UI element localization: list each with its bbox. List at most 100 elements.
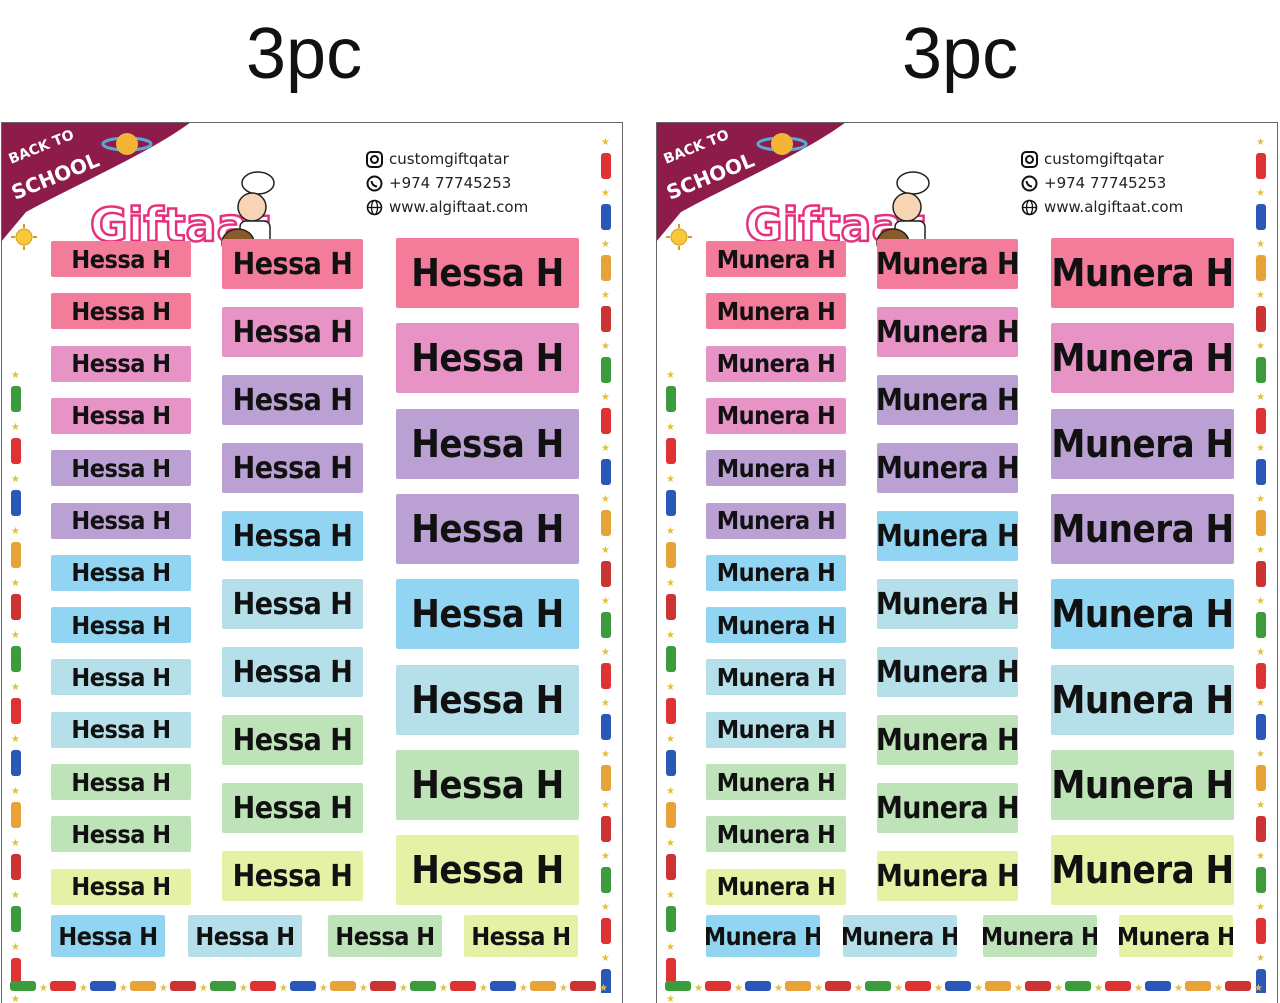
svg-text:★: ★ xyxy=(734,983,743,994)
svg-text:★: ★ xyxy=(601,545,610,556)
svg-text:★: ★ xyxy=(519,983,528,994)
name-label-large: Munera H xyxy=(1051,408,1234,479)
name-label-medium: Munera H xyxy=(877,307,1018,357)
name-label-small: Munera H xyxy=(706,607,846,644)
name-label-medium: Hessa H xyxy=(222,239,363,289)
name-label-large: Munera H xyxy=(1051,749,1234,820)
svg-text:★: ★ xyxy=(11,474,20,485)
svg-text:★: ★ xyxy=(1256,290,1265,301)
name-label-small: Munera H xyxy=(706,293,846,330)
crayon-border-bottom: ★ ★ ★ ★ ★ ★ ★ ★ ★ ★ ★ ★ ★ ★ ★ xyxy=(10,981,608,994)
name-label-small: Munera H xyxy=(706,397,846,434)
name-label-large: Hessa H xyxy=(396,493,579,564)
svg-text:★: ★ xyxy=(601,851,610,862)
name-label-medium: Hessa H xyxy=(222,511,363,561)
svg-text:★: ★ xyxy=(119,983,128,994)
instagram-icon xyxy=(1021,150,1038,168)
svg-text:★: ★ xyxy=(11,370,20,381)
name-label-medium: Munera H xyxy=(877,443,1018,493)
name-label-small: Hessa H xyxy=(51,711,191,748)
svg-text:★: ★ xyxy=(1256,953,1265,964)
svg-text:★: ★ xyxy=(1256,239,1265,250)
svg-text:★: ★ xyxy=(11,994,20,1003)
name-label-bottom: Munera H xyxy=(983,915,1097,957)
svg-text:★: ★ xyxy=(666,890,675,901)
name-label-medium: Hessa H xyxy=(222,375,363,425)
svg-text:★: ★ xyxy=(601,953,610,964)
name-label-large: Hessa H xyxy=(396,323,579,394)
svg-text:★: ★ xyxy=(601,698,610,709)
name-label-bottom: Munera H xyxy=(706,915,820,957)
website-url: www.algiftaat.com xyxy=(1044,198,1184,216)
name-label-small: Hessa H xyxy=(51,450,191,487)
crayon-border-left: ★ ★ ★ ★ ★ ★ ★ ★ ★ ★ ★ ★ ★ xyxy=(11,370,21,1003)
name-label-bottom: Munera H xyxy=(843,915,957,957)
sheet-quantity: 3pc xyxy=(246,14,363,94)
svg-text:★: ★ xyxy=(666,370,675,381)
name-label-small: Hessa H xyxy=(51,241,191,277)
sun-icon xyxy=(11,224,37,250)
name-label-medium: Hessa H xyxy=(222,851,363,901)
svg-text:★: ★ xyxy=(1014,983,1023,994)
name-label-large: Munera H xyxy=(1051,835,1234,906)
svg-text:★: ★ xyxy=(1256,749,1265,760)
name-label-large: Munera H xyxy=(1051,493,1234,564)
svg-text:★: ★ xyxy=(199,983,208,994)
svg-text:★: ★ xyxy=(601,188,610,199)
globe-icon xyxy=(366,199,383,215)
svg-text:★: ★ xyxy=(601,647,610,658)
name-label-bottom: Hessa H xyxy=(328,915,442,957)
name-label-medium: Munera H xyxy=(877,511,1018,561)
crayon-border-bottom: ★ ★ ★ ★ ★ ★ ★ ★ ★ ★ ★ ★ ★ ★ ★ xyxy=(665,981,1263,994)
name-label-small: Hessa H xyxy=(51,345,191,382)
sun-icon xyxy=(666,224,692,250)
svg-text:★: ★ xyxy=(559,983,568,994)
name-label-small: Hessa H xyxy=(51,659,191,696)
svg-text:★: ★ xyxy=(666,526,675,537)
svg-text:★: ★ xyxy=(1256,800,1265,811)
svg-text:★: ★ xyxy=(894,983,903,994)
svg-text:★: ★ xyxy=(854,983,863,994)
name-label-medium: Munera H xyxy=(877,715,1018,765)
svg-text:★: ★ xyxy=(774,983,783,994)
name-label-medium: Hessa H xyxy=(222,647,363,697)
name-label-small: Munera H xyxy=(706,711,846,748)
name-label-small: Munera H xyxy=(706,450,846,487)
svg-text:★: ★ xyxy=(666,734,675,745)
svg-text:★: ★ xyxy=(11,942,20,953)
sticker-sheet: BACK TO SCHOOL Giftaat customgiftqatar +974 … xyxy=(656,122,1278,1003)
crayon-border-right: ★ ★ ★ ★ ★ ★ ★ ★ ★ ★ ★ ★ ★ ★ ★ ★ ★ xyxy=(601,137,611,993)
svg-text:★: ★ xyxy=(11,526,20,537)
svg-text:★: ★ xyxy=(11,890,20,901)
svg-text:★: ★ xyxy=(1256,596,1265,607)
name-label-small: Hessa H xyxy=(51,554,191,591)
svg-text:★: ★ xyxy=(11,630,20,641)
name-label-medium: Munera H xyxy=(877,851,1018,901)
name-label-medium: Munera H xyxy=(877,579,1018,629)
name-label-medium: Hessa H xyxy=(222,783,363,833)
name-label-small: Hessa H xyxy=(51,764,191,800)
svg-text:★: ★ xyxy=(319,983,328,994)
svg-text:★: ★ xyxy=(599,983,608,994)
name-label-small: Munera H xyxy=(706,241,846,277)
name-label-small: Munera H xyxy=(706,868,846,905)
name-label-small: Munera H xyxy=(706,554,846,591)
name-label-medium: Hessa H xyxy=(222,579,363,629)
svg-text:★: ★ xyxy=(934,983,943,994)
name-label-small: Hessa H xyxy=(51,397,191,434)
svg-text:★: ★ xyxy=(11,838,20,849)
name-label-small: Munera H xyxy=(706,816,846,853)
name-label-large: Munera H xyxy=(1051,579,1234,650)
name-label-bottom: Hessa H xyxy=(188,915,302,957)
instagram-icon xyxy=(366,150,383,168)
name-label-large: Hessa H xyxy=(396,664,579,735)
svg-text:★: ★ xyxy=(1134,983,1143,994)
name-label-large: Hessa H xyxy=(396,749,579,820)
name-label-bottom: Hessa H xyxy=(464,915,578,957)
svg-text:★: ★ xyxy=(601,902,610,913)
whatsapp-number: +974 77745253 xyxy=(389,174,512,192)
name-label-medium: Hessa H xyxy=(222,715,363,765)
contact-info: customgiftqatar +974 77745253 www.algiftaa… xyxy=(1021,147,1183,219)
